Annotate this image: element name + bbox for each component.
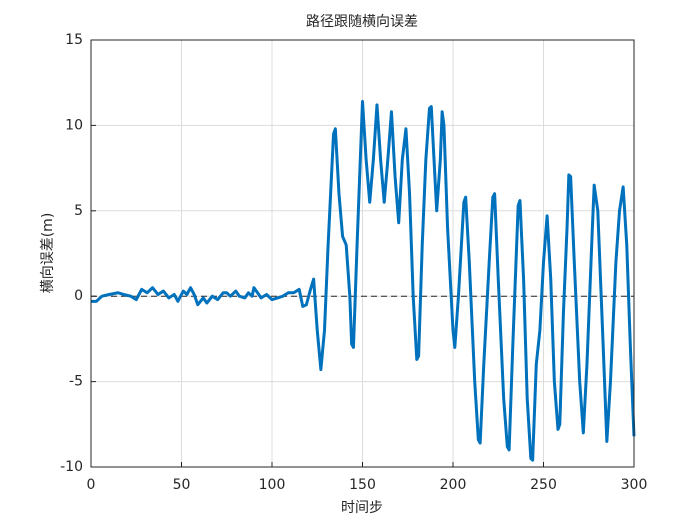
y-tick-label: 15: [65, 32, 83, 48]
x-tick-label: 200: [440, 477, 467, 493]
y-tick-label: 5: [74, 203, 83, 219]
y-tick-label: -5: [69, 374, 83, 390]
x-tick-label: 300: [621, 477, 648, 493]
chart-title: 路径跟随横向误差: [306, 14, 418, 30]
x-tick-label: 250: [530, 477, 557, 493]
x-tick-label: 100: [259, 477, 286, 493]
y-tick-label: 10: [65, 117, 83, 133]
x-axis-label: 时间步: [341, 500, 383, 516]
x-tick-label: 50: [173, 477, 191, 493]
x-tick-label: 150: [349, 477, 376, 493]
data-line: [91, 99, 636, 462]
y-axis-label: 横向误差(m): [40, 213, 56, 294]
x-tick-label: 0: [87, 477, 96, 493]
y-tick-label: 0: [74, 288, 83, 304]
y-tick-label: -10: [60, 459, 83, 475]
axes-box: [90, 39, 635, 468]
